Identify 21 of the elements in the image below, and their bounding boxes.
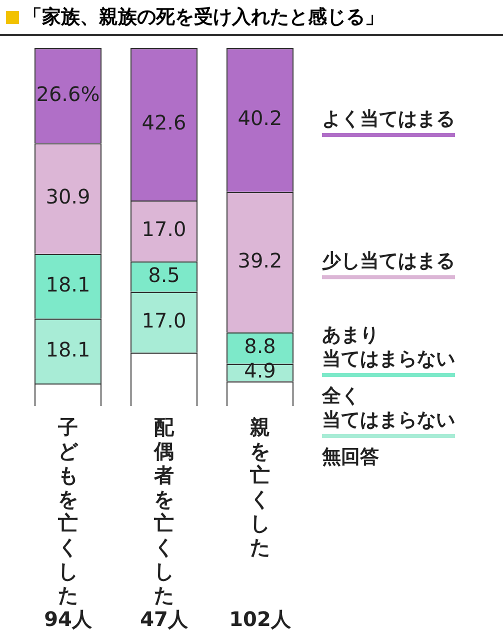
series-label: あまり当てはまらない	[322, 324, 455, 370]
data-label: 42.6	[142, 110, 186, 134]
chart-title: 「家族、親族の死を受け入れたと感じる」	[23, 5, 384, 30]
category-label: 親を亡くした 102人	[229, 415, 291, 632]
data-label: 40.2	[238, 106, 282, 130]
series-label: 少し当てはまる	[322, 250, 455, 272]
category-label: 配偶者を亡くした 47人	[140, 415, 188, 632]
data-label: 18.1	[46, 272, 90, 296]
data-label: 26.6%	[36, 82, 100, 106]
text: 無回答	[321, 446, 379, 468]
data-label: 39.2	[238, 248, 282, 272]
data-label: 18.1	[46, 337, 90, 362]
series-label: よく当てはまる	[322, 108, 455, 130]
data-label: 30.9	[46, 184, 90, 209]
data-label: 4.9	[244, 358, 276, 383]
data-label: 17.0	[142, 217, 186, 242]
data-label: 8.8	[244, 334, 276, 358]
data-label: 17.0	[142, 308, 186, 332]
series-label: 全く当てはまらない	[321, 384, 455, 431]
category-label: 子どもを亡くした 94人	[44, 415, 92, 632]
data-label: 8.5	[148, 262, 180, 287]
